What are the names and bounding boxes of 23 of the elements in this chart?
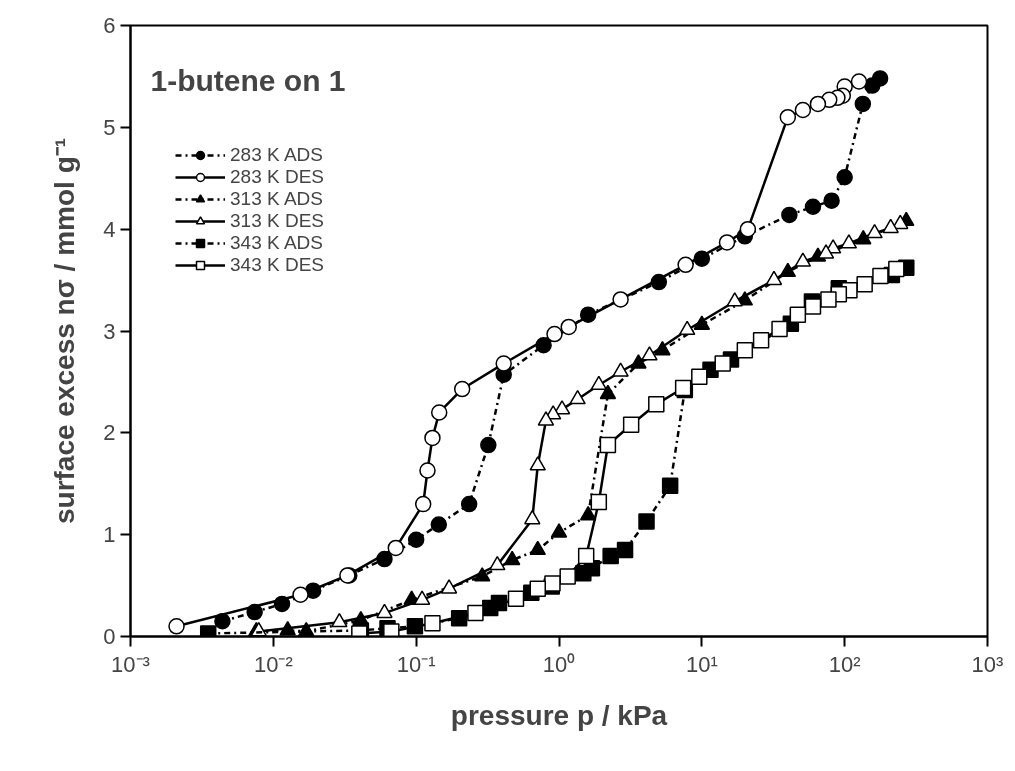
y-tick-label: 6 <box>103 13 116 38</box>
y-tick-label: 1 <box>103 522 116 548</box>
y-tick-label: 4 <box>103 216 116 242</box>
legend-label: 313 K DES <box>230 210 324 232</box>
y-tick-label: 5 <box>103 114 116 140</box>
y-axis-title: surface excess nσ / mmol g⁻¹ <box>49 137 81 525</box>
legend-label: 343 K DES <box>230 254 324 276</box>
x-tick-label: 10⁻¹ <box>396 651 436 677</box>
y-tick-label: 0 <box>103 624 116 649</box>
x-tick-label: 10¹ <box>685 651 718 677</box>
text: 1-butene on 1 <box>150 63 346 97</box>
x-tick-label: 10⁻³ <box>111 651 150 677</box>
x-tick-label: 10⁻² <box>253 651 293 677</box>
x-tick-label: 10⁰ <box>542 651 576 677</box>
y-tick-label: 3 <box>103 318 116 344</box>
legend-label: 343 K ADS <box>230 232 323 254</box>
y-tick-label: 2 <box>103 420 116 446</box>
legend-label: 283 K DES <box>230 166 324 188</box>
legend-label: 313 K ADS <box>230 188 323 210</box>
x-axis-title: pressure p / kPa <box>450 699 668 731</box>
legend-label: 283 K ADS <box>230 144 323 166</box>
x-tick-label: 10² <box>828 651 861 677</box>
x-tick-label: 10³ <box>971 651 1004 677</box>
